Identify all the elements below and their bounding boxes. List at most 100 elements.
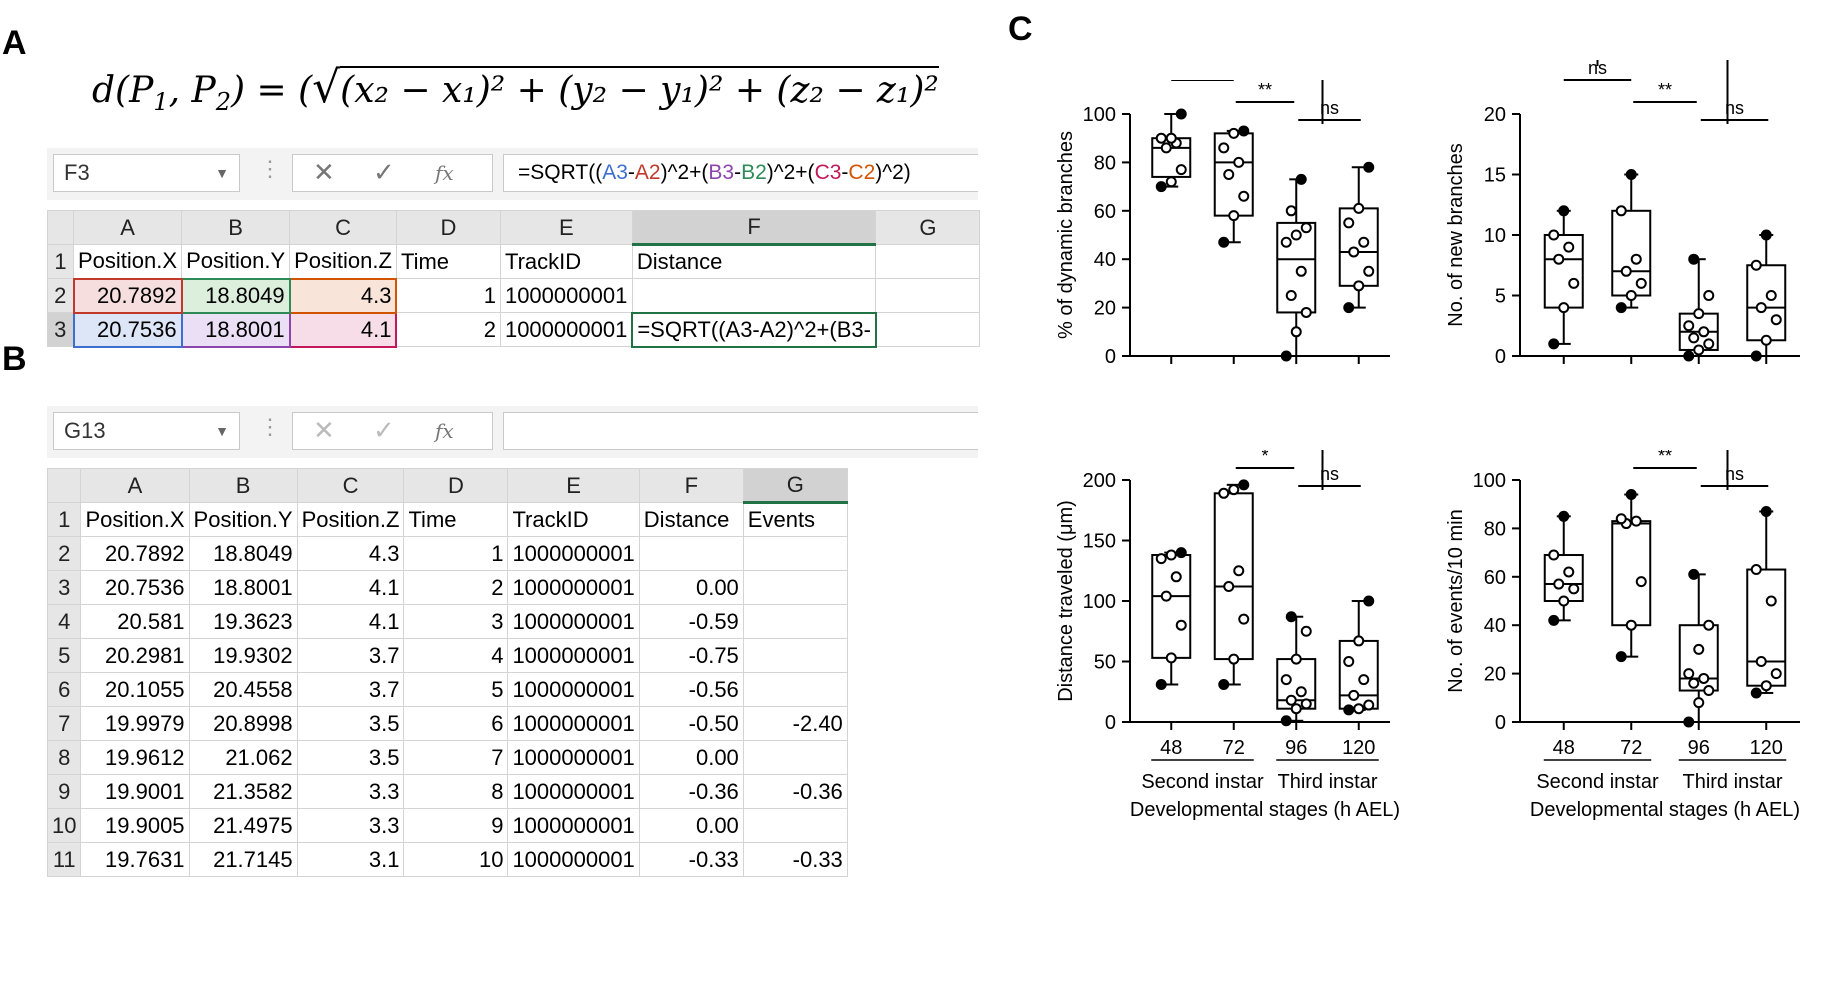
cell[interactable]: -0.50: [638, 706, 744, 741]
cell[interactable]: 3.7: [296, 638, 405, 673]
cell[interactable]: 18.8049: [180, 277, 291, 314]
row-header[interactable]: 10: [46, 808, 82, 843]
row-header[interactable]: 1: [46, 502, 82, 537]
insert-function-icon[interactable]: fx: [435, 161, 454, 185]
cell[interactable]: 19.9979: [80, 706, 190, 741]
cell[interactable]: [742, 536, 848, 571]
cell[interactable]: 21.3582: [188, 774, 298, 809]
cell[interactable]: 20.581: [80, 604, 190, 639]
cell[interactable]: [742, 570, 848, 605]
namebox-b[interactable]: G13 ▼: [53, 412, 240, 450]
cancel-icon[interactable]: ✕: [313, 157, 335, 187]
cell[interactable]: [631, 278, 877, 313]
cell[interactable]: Position.Y: [188, 502, 298, 537]
cell[interactable]: 1000000001: [507, 808, 640, 843]
cell[interactable]: [875, 312, 981, 347]
row-header[interactable]: 2: [47, 278, 74, 313]
cell[interactable]: TrackID: [499, 244, 633, 279]
formula-input-b[interactable]: [503, 412, 978, 450]
cell[interactable]: 4.1: [288, 311, 398, 348]
cell[interactable]: 20.7536: [72, 311, 183, 348]
cell[interactable]: 19.9005: [80, 808, 190, 843]
cell[interactable]: 1000000001: [499, 312, 633, 347]
column-header-c[interactable]: C: [289, 210, 397, 245]
namebox-a[interactable]: F3 ▼: [53, 154, 240, 192]
cell[interactable]: 1000000001: [507, 672, 640, 707]
cell[interactable]: 1000000001: [507, 774, 640, 809]
cell[interactable]: 2: [403, 570, 509, 605]
cell[interactable]: 20.2981: [80, 638, 190, 673]
cell[interactable]: 1: [395, 278, 501, 313]
column-header-b[interactable]: B: [181, 210, 291, 245]
cell[interactable]: 1000000001: [499, 278, 633, 313]
cell[interactable]: 4.1: [296, 604, 405, 639]
cell[interactable]: [742, 604, 848, 639]
cell[interactable]: -0.56: [638, 672, 744, 707]
cell[interactable]: 9: [403, 808, 509, 843]
cell[interactable]: 21.7145: [188, 842, 298, 877]
cell[interactable]: Position.Y: [181, 244, 291, 279]
cell[interactable]: 0.00: [638, 570, 744, 605]
column-header-g[interactable]: G: [875, 210, 981, 245]
cell[interactable]: 3: [403, 604, 509, 639]
cell[interactable]: 18.8049: [188, 536, 298, 571]
cell[interactable]: 8: [403, 774, 509, 809]
cell[interactable]: 18.8001: [180, 311, 291, 348]
cell[interactable]: 1000000001: [507, 570, 640, 605]
cell[interactable]: 7: [403, 740, 509, 775]
column-header-a[interactable]: A: [72, 210, 183, 245]
cell[interactable]: 20.8998: [188, 706, 298, 741]
cell[interactable]: 1000000001: [507, 740, 640, 775]
cell[interactable]: 20.7536: [80, 570, 190, 605]
cell[interactable]: 0.00: [638, 740, 744, 775]
cell[interactable]: 19.7631: [80, 842, 190, 877]
row-header[interactable]: 1: [47, 244, 74, 279]
cell[interactable]: 4.3: [296, 536, 405, 571]
cell[interactable]: 3.3: [296, 774, 405, 809]
cell[interactable]: 20.4558: [188, 672, 298, 707]
row-header[interactable]: 2: [46, 536, 82, 571]
cell[interactable]: 6: [403, 706, 509, 741]
column-header-b[interactable]: B: [188, 468, 298, 503]
cell[interactable]: Time: [395, 244, 501, 279]
cell[interactable]: Position.Z: [289, 244, 397, 279]
select-all-corner[interactable]: [47, 210, 74, 245]
row-header[interactable]: 9: [46, 774, 82, 809]
cell[interactable]: -0.59: [638, 604, 744, 639]
cell[interactable]: -0.33: [638, 842, 744, 877]
cell[interactable]: Position.X: [80, 502, 190, 537]
column-header-f[interactable]: F: [638, 468, 744, 503]
cell[interactable]: 3.5: [296, 706, 405, 741]
cell[interactable]: 1000000001: [507, 638, 640, 673]
column-header-e[interactable]: E: [499, 210, 633, 245]
cell[interactable]: 3.3: [296, 808, 405, 843]
cell[interactable]: 0.00: [638, 808, 744, 843]
cell[interactable]: 1000000001: [507, 842, 640, 877]
cell[interactable]: -0.36: [742, 774, 848, 809]
row-header[interactable]: 5: [46, 638, 82, 673]
cell[interactable]: 21.062: [188, 740, 298, 775]
cell[interactable]: Position.Z: [296, 502, 405, 537]
cell[interactable]: 4: [403, 638, 509, 673]
cell[interactable]: [742, 638, 848, 673]
cell[interactable]: 20.1055: [80, 672, 190, 707]
cell[interactable]: 20.7892: [72, 277, 183, 314]
confirm-check-icon[interactable]: ✓: [373, 415, 395, 445]
cell[interactable]: 4.3: [288, 277, 398, 314]
cell[interactable]: [875, 278, 981, 313]
chevron-down-icon[interactable]: ▼: [215, 423, 229, 439]
cell[interactable]: -0.36: [638, 774, 744, 809]
cell[interactable]: 1000000001: [507, 706, 640, 741]
column-header-c[interactable]: C: [296, 468, 405, 503]
cell[interactable]: 19.9612: [80, 740, 190, 775]
confirm-check-icon[interactable]: ✓: [373, 157, 395, 187]
cell[interactable]: Distance: [638, 502, 744, 537]
chevron-down-icon[interactable]: ▼: [215, 165, 229, 181]
row-header[interactable]: 4: [46, 604, 82, 639]
cell[interactable]: 2: [395, 312, 501, 347]
cell[interactable]: Events: [742, 502, 848, 537]
cell[interactable]: [742, 808, 848, 843]
column-header-f[interactable]: F: [631, 210, 877, 246]
cell[interactable]: =SQRT((A3-A2)^2+(B3-: [631, 311, 877, 348]
cell[interactable]: 3.1: [296, 842, 405, 877]
